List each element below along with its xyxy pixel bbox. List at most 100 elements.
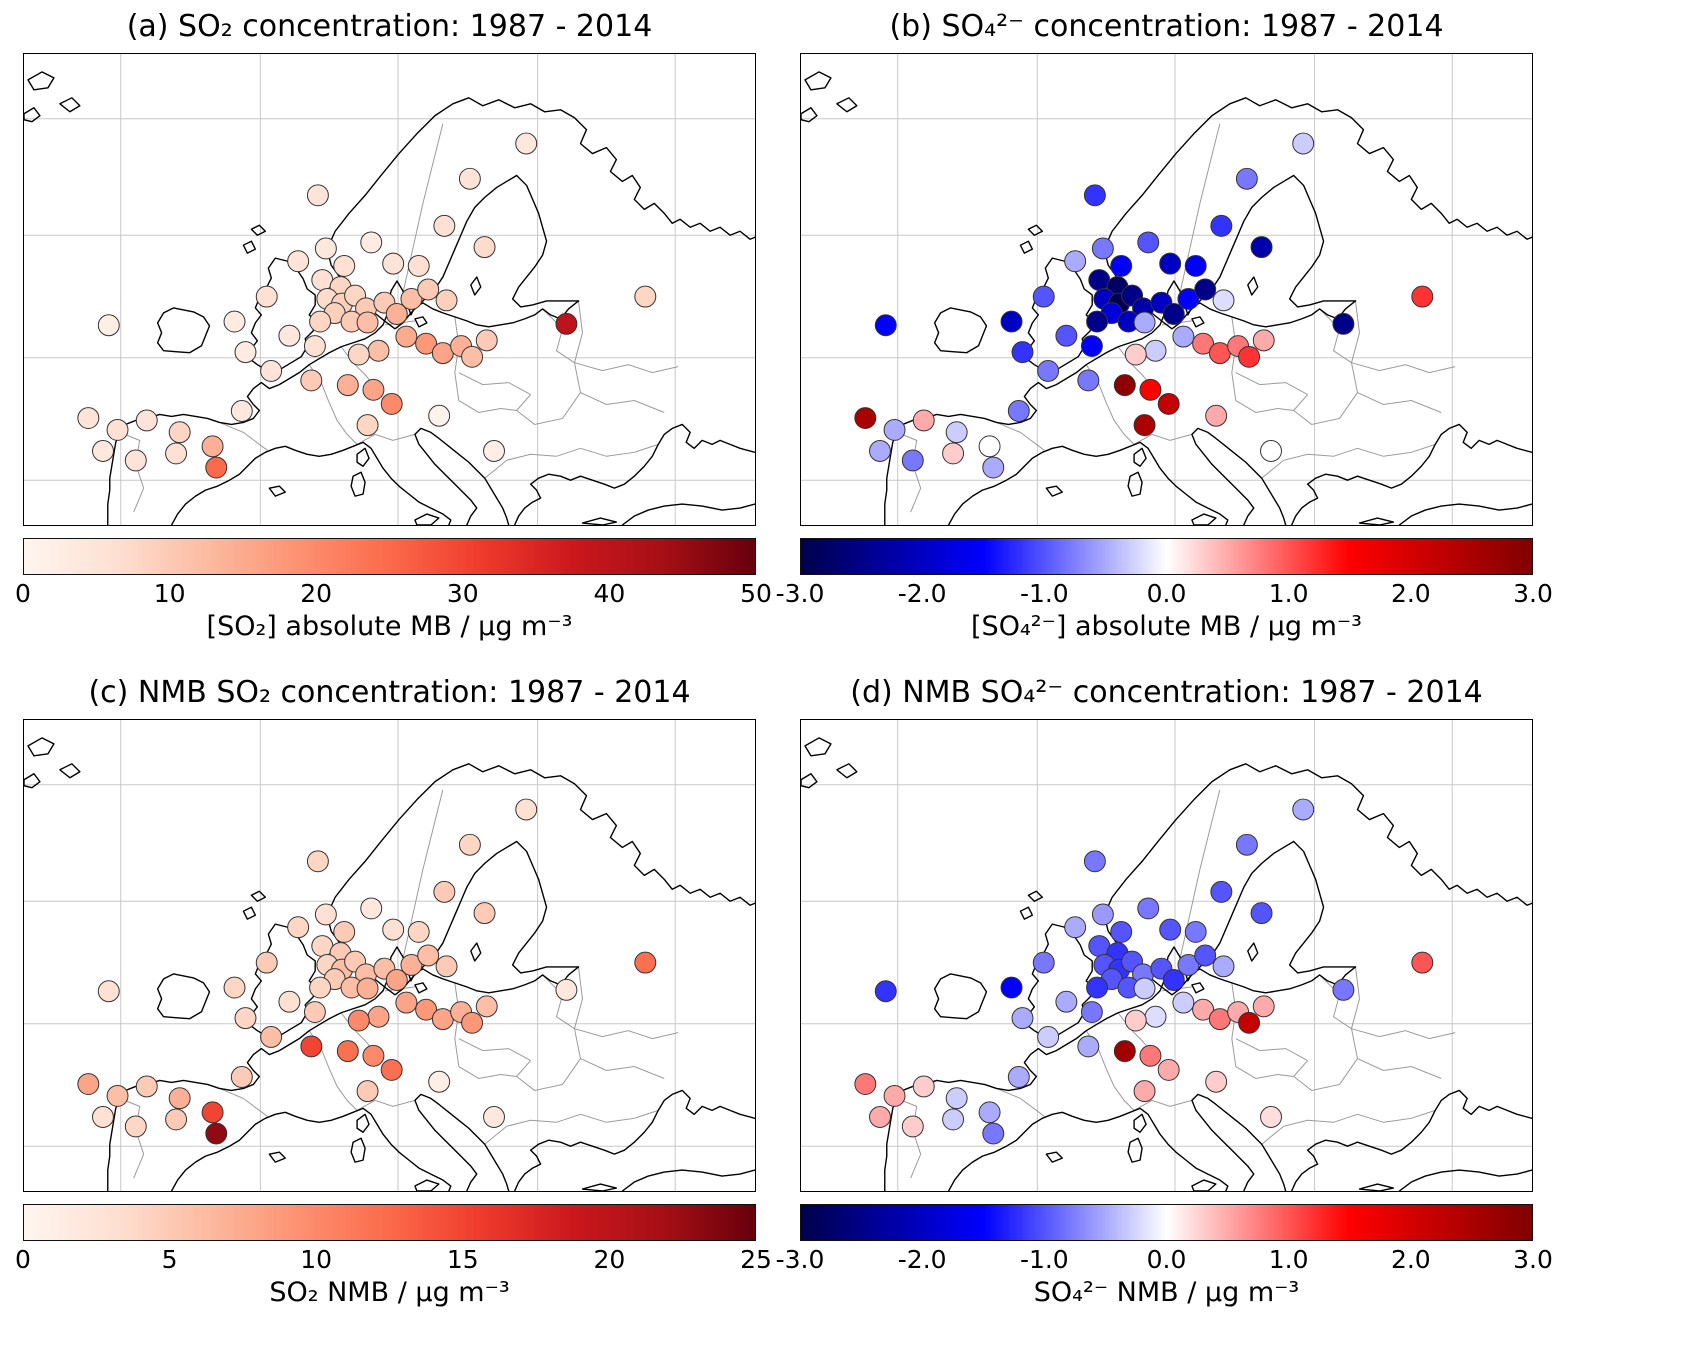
- station-point: [1055, 324, 1078, 347]
- station-point: [77, 1073, 100, 1096]
- panel-c-colorbar-ticks: 0 5 10 15 20 25: [15, 1245, 772, 1277]
- station-point: [205, 456, 228, 479]
- panel-b-title: (b) SO₄²⁻ concentration: 1987 - 2014: [889, 9, 1444, 44]
- panel-a-colorbar: [23, 538, 756, 575]
- panel-c-map: [23, 719, 756, 1192]
- station-points-layer: [77, 132, 657, 479]
- station-point: [473, 236, 496, 259]
- colorbar-tick: 0: [15, 579, 31, 608]
- station-point: [367, 339, 390, 362]
- station-point: [942, 1108, 965, 1131]
- station-point: [278, 324, 301, 347]
- station-point: [230, 400, 253, 422]
- station-point: [1133, 311, 1156, 334]
- station-points-layer: [854, 132, 1434, 479]
- station-point: [1184, 920, 1207, 943]
- colorbar-tick: 10: [300, 1245, 333, 1274]
- station-point: [400, 288, 423, 310]
- station-point: [1055, 990, 1078, 1013]
- panel-c-colorbar-label: SO₂ NMB / µg m⁻³: [269, 1277, 510, 1308]
- station-point: [1238, 345, 1261, 368]
- station-point: [458, 833, 481, 856]
- station-point: [124, 1115, 147, 1138]
- station-point: [982, 456, 1005, 479]
- station-point: [978, 1101, 1001, 1124]
- station-point: [1137, 897, 1160, 920]
- station-point: [473, 902, 496, 925]
- station-point: [1235, 167, 1258, 190]
- station-point: [303, 1001, 326, 1024]
- station-point: [942, 442, 965, 465]
- colorbar-tick: -1.0: [1019, 1245, 1069, 1274]
- station-point: [1000, 976, 1023, 999]
- station-point: [1007, 1066, 1030, 1088]
- station-point: [1205, 404, 1228, 427]
- station-point: [333, 254, 356, 277]
- station-point: [300, 369, 323, 392]
- station-point: [417, 278, 440, 301]
- panel-b-colorbar-label: [SO₄²⁻] absolute MB / µg m⁻³: [971, 611, 1362, 642]
- station-point: [1238, 1011, 1261, 1034]
- panel-d-map-svg: [801, 720, 1532, 1191]
- station-point: [978, 435, 1001, 458]
- station-point: [360, 231, 383, 254]
- station-point: [380, 1058, 403, 1081]
- colorbar-tick: 40: [593, 579, 626, 608]
- station-point: [1137, 231, 1160, 254]
- station-point: [347, 343, 370, 366]
- station-point: [1032, 951, 1055, 974]
- station-point: [260, 1026, 283, 1048]
- station-point: [1133, 977, 1156, 1000]
- colorbar-tick: 1.0: [1268, 579, 1309, 608]
- station-point: [255, 951, 278, 974]
- station-point: [347, 1009, 370, 1032]
- panel-d-map: [800, 719, 1533, 1192]
- station-point: [333, 920, 356, 943]
- station-point: [1083, 850, 1106, 873]
- station-point: [428, 404, 451, 427]
- station-point: [385, 303, 408, 325]
- station-point: [360, 897, 383, 920]
- station-point: [634, 951, 657, 974]
- panel-a-map-svg: [24, 54, 755, 525]
- panel-d-colorbar: [800, 1204, 1533, 1241]
- station-point: [515, 132, 538, 155]
- station-point: [1139, 1044, 1162, 1067]
- station-point: [382, 918, 405, 941]
- station-point: [1157, 1058, 1180, 1081]
- colorbar-tick: 30: [446, 579, 479, 608]
- station-point: [356, 1080, 379, 1103]
- station-point: [205, 1122, 228, 1145]
- station-point: [1032, 285, 1055, 308]
- station-point: [165, 1108, 188, 1131]
- station-point: [255, 285, 278, 308]
- station-point: [314, 237, 337, 260]
- station-point: [278, 990, 301, 1013]
- panel-b-map: [800, 53, 1533, 526]
- station-point: [1064, 250, 1087, 273]
- colorbar-tick: 10: [153, 579, 186, 608]
- station-point: [417, 944, 440, 967]
- station-point: [555, 312, 578, 335]
- station-point: [1260, 1106, 1282, 1128]
- station-point: [854, 1073, 877, 1096]
- panel-b-colorbar-ticks: -3.0 -2.0 -1.0 0.0 1.0 2.0 3.0: [776, 579, 1553, 611]
- station-point: [1144, 1005, 1167, 1028]
- station-point: [1113, 374, 1136, 397]
- panel-a-map: [23, 53, 756, 526]
- station-point: [433, 880, 456, 903]
- station-point: [901, 449, 924, 472]
- station-point: [874, 980, 897, 1003]
- panel-b-colorbar: [800, 538, 1533, 575]
- station-point: [1162, 969, 1185, 991]
- station-point: [1292, 132, 1315, 155]
- panel-c-colorbar: [23, 1204, 756, 1241]
- station-point: [1177, 288, 1200, 310]
- station-point: [1162, 303, 1185, 325]
- station-point: [97, 314, 120, 337]
- station-point: [1037, 360, 1060, 382]
- colorbar-tick: 3.0: [1513, 579, 1553, 608]
- panel-a-colorbar-ticks: 0 10 20 30 40 50: [15, 579, 772, 611]
- panel-b-colorbar-gradient: [801, 539, 1532, 574]
- station-point: [433, 214, 456, 237]
